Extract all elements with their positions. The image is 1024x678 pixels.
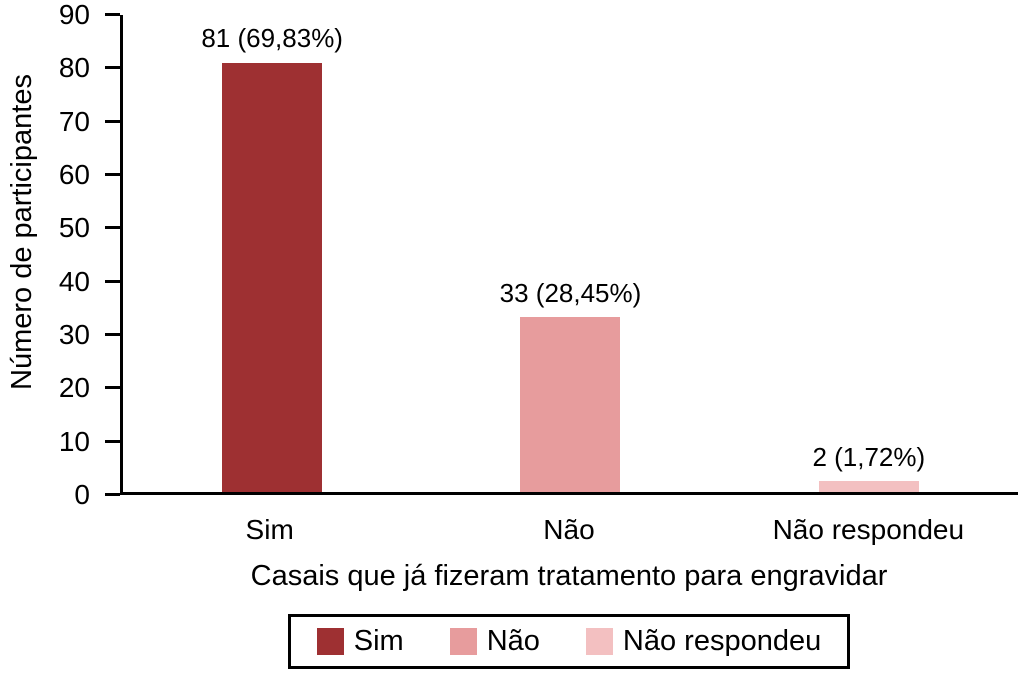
y-tick-mark — [105, 66, 120, 70]
y-tick-label: 20 — [58, 372, 90, 404]
y-tick-label: 60 — [58, 159, 90, 191]
bar-value-label: 33 (28,45%) — [499, 277, 642, 308]
y-tick-label: 50 — [58, 212, 90, 244]
y-tick-mark — [105, 279, 120, 283]
legend-label: Sim — [353, 625, 404, 657]
x-tick-label-sim: Sim — [245, 514, 294, 545]
bar-nao — [520, 317, 621, 492]
legend-label: Não — [486, 625, 540, 657]
x-axis-tick-labels: Sim Não Não respondeu — [120, 514, 1018, 546]
y-tick-mark — [105, 173, 120, 177]
legend: Sim Não Não respondeu — [287, 614, 851, 669]
legend-item-sim: Sim — [316, 625, 404, 658]
y-tick-mark — [105, 493, 120, 496]
y-tick-label: 90 — [58, 0, 90, 30]
legend-item-nao: Não — [449, 625, 540, 658]
y-tick-mark — [105, 439, 120, 443]
bar-value-label: 81 (69,83%) — [201, 23, 343, 54]
y-tick-label: 0 — [74, 479, 90, 510]
y-tick-mark — [105, 386, 120, 390]
legend-item-nao-respondeu: Não respondeu — [585, 625, 822, 658]
y-tick-mark — [105, 226, 120, 230]
y-tick-mark — [105, 333, 120, 337]
bar-group-nao: 33 (28,45%) — [421, 15, 719, 492]
bar-group-sim: 81 (69,83%) — [123, 15, 421, 492]
y-tick-label: 10 — [58, 425, 90, 457]
y-tick-mark — [105, 13, 120, 16]
y-tick-label: 40 — [58, 265, 90, 297]
bar-sim — [222, 62, 323, 492]
x-tick-label-nao-respondeu: Não respondeu — [772, 514, 965, 545]
bar-nao-respondeu — [818, 481, 919, 492]
y-tick-label: 30 — [58, 319, 90, 351]
y-tick-label: 80 — [58, 52, 90, 84]
legend-swatch — [316, 628, 344, 655]
legend-swatch — [585, 628, 613, 655]
y-tick-label: 70 — [58, 105, 90, 137]
bar-group-nao-respondeu: 2 (1,72%) — [720, 15, 1018, 492]
plot-area: 81 (69,83%) 33 (28,45%) 2 (1,72%) — [120, 15, 1018, 495]
x-axis-title: Casais que já fizeram tratamento para en… — [250, 560, 888, 592]
x-tick-label-nao: Não — [543, 514, 595, 545]
y-tick-mark — [105, 119, 120, 123]
legend-label: Não respondeu — [622, 625, 822, 657]
legend-row: Sim Não Não respondeu — [120, 614, 1018, 669]
y-axis: 0 10 20 30 40 50 60 70 80 90 — [0, 1, 120, 509]
legend-swatch — [449, 628, 477, 655]
bar-value-label: 2 (1,72%) — [812, 441, 926, 472]
